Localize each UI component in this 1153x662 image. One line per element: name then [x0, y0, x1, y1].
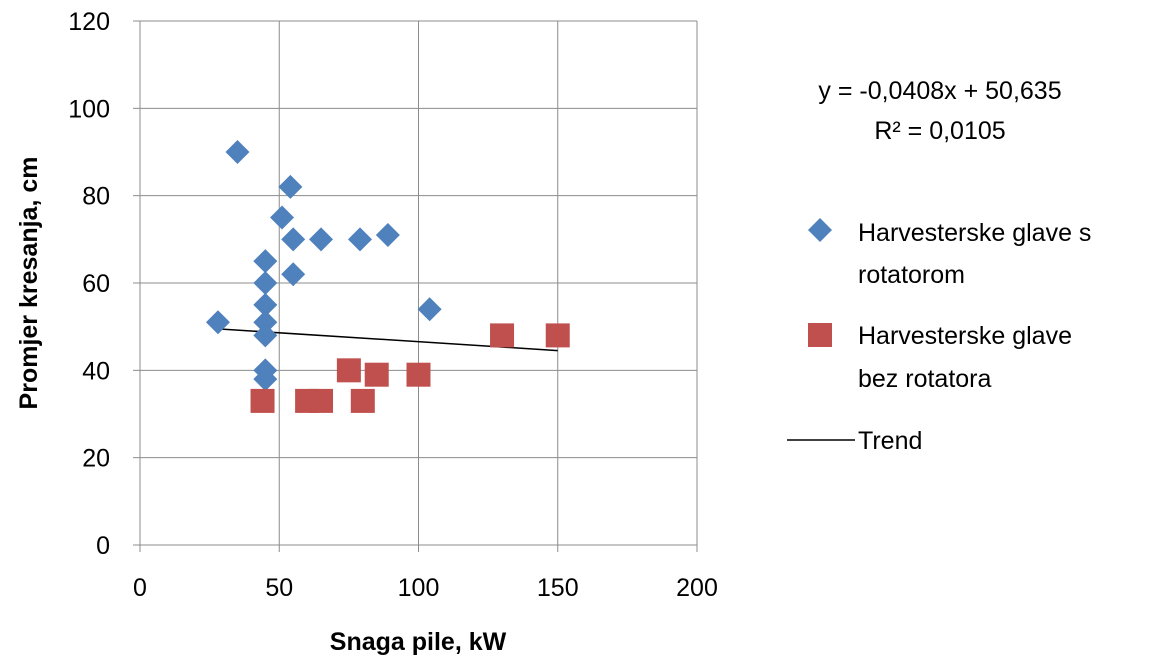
legend-label-series-1-line-1: Harvesterske glave s: [858, 219, 1091, 247]
data-point-diamond: [309, 227, 334, 252]
data-point-square: [336, 358, 361, 383]
data-point-square: [406, 362, 431, 387]
legend-label-series-1-line-2: rotatorom: [858, 261, 965, 289]
data-point-diamond: [253, 323, 278, 348]
x-tick-label: 0: [133, 574, 147, 602]
legend-diamond-marker: [808, 218, 832, 242]
legend-label-series-2-line-1: Harvesterske glave: [858, 322, 1072, 350]
data-point-square: [250, 388, 275, 413]
data-point-square: [350, 388, 375, 413]
data-point-diamond: [375, 222, 400, 247]
legend-item-series-1: Harvesterske glave s rotatorom: [808, 218, 1091, 289]
legend-item-trend: Trend: [787, 427, 922, 455]
y-tick-label: 40: [82, 357, 110, 385]
data-point-square: [545, 323, 570, 348]
data-point-diamond: [281, 262, 306, 287]
data-point-diamond: [253, 249, 278, 274]
legend: Harvesterske glave s rotatorom Harvester…: [787, 218, 1091, 455]
trend-equation-text: y = -0,0408x + 50,635: [818, 77, 1061, 105]
x-axis-title: Snaga pile, kW: [330, 628, 507, 656]
trend-r-squared-text: R² = 0,0105: [874, 117, 1005, 145]
data-point-diamond: [270, 205, 295, 230]
data-points: [205, 140, 570, 413]
data-point-diamond: [253, 310, 278, 335]
trend-equation: y = -0,0408x + 50,635 R² = 0,0105: [818, 77, 1061, 145]
y-tick-label: 80: [82, 183, 110, 211]
y-tick-label: 100: [68, 95, 110, 123]
x-tick-label: 50: [265, 574, 293, 602]
legend-item-series-2: Harvesterske glave bez rotatora: [808, 322, 1072, 393]
data-point-diamond: [348, 227, 373, 252]
tick-labels: 0 20 40 60 80 100 120 0 50 100 150 200: [68, 8, 718, 602]
data-point-diamond: [225, 140, 250, 164]
y-tick-label: 0: [96, 532, 110, 560]
data-point-diamond: [417, 297, 442, 322]
legend-label-series-2-line-2: bez rotatora: [858, 365, 992, 393]
data-point-diamond: [253, 292, 278, 317]
data-point-square: [364, 362, 389, 387]
data-point-diamond: [205, 310, 230, 335]
x-tick-label: 100: [398, 574, 440, 602]
data-point-square: [490, 323, 515, 348]
data-point-diamond: [253, 271, 278, 295]
y-tick-label: 60: [82, 270, 110, 298]
legend-square-marker: [808, 323, 832, 347]
data-point-square: [309, 388, 334, 413]
legend-label-trend: Trend: [858, 427, 922, 455]
y-tick-label: 20: [82, 445, 110, 473]
x-tick-label: 150: [537, 574, 579, 602]
data-point-diamond: [278, 174, 303, 199]
y-axis-title: Promjer kresanja, cm: [15, 157, 43, 410]
data-point-diamond: [253, 367, 278, 392]
y-tick-label: 120: [68, 8, 110, 36]
axes: [133, 20, 698, 552]
data-point-diamond: [281, 227, 306, 252]
grid-lines: [140, 20, 698, 545]
x-tick-label: 200: [676, 574, 718, 602]
